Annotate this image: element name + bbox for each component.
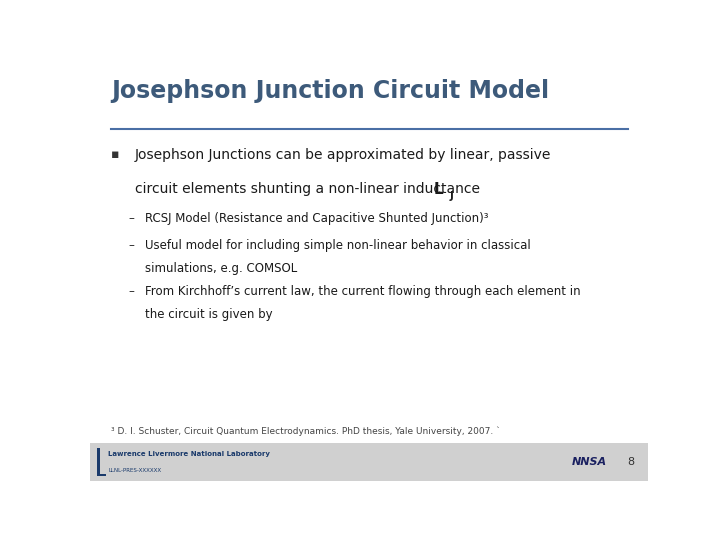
Bar xyxy=(97,448,100,476)
Text: $\mathbf{L}$: $\mathbf{L}$ xyxy=(433,181,444,197)
Bar xyxy=(90,443,648,481)
Text: From Kirchhoff’s current law, the current flowing through each element in: From Kirchhoff’s current law, the curren… xyxy=(145,285,580,298)
Text: RCSJ Model (Resistance and Capacitive Shunted Junction)³: RCSJ Model (Resistance and Capacitive Sh… xyxy=(145,212,488,225)
Text: ³ D. I. Schuster, Circuit Quantum Electrodynamics. PhD thesis, Yale University, : ³ D. I. Schuster, Circuit Quantum Electr… xyxy=(111,426,501,436)
Text: ▪: ▪ xyxy=(111,148,120,161)
Text: –: – xyxy=(128,239,134,252)
Text: $\mathbf{J}$: $\mathbf{J}$ xyxy=(449,188,454,202)
Text: Lawrence Livermore National Laboratory: Lawrence Livermore National Laboratory xyxy=(109,451,271,457)
Bar xyxy=(97,475,106,476)
Text: Josephson Junctions can be approximated by linear, passive: Josephson Junctions can be approximated … xyxy=(135,148,551,162)
Text: NNSA: NNSA xyxy=(572,457,607,467)
Text: circuit elements shunting a non-linear inductance: circuit elements shunting a non-linear i… xyxy=(135,182,484,196)
Text: simulations, e.g. COMSOL: simulations, e.g. COMSOL xyxy=(145,262,297,275)
Text: LLNL-PRES-XXXXXX: LLNL-PRES-XXXXXX xyxy=(109,468,161,472)
Text: –: – xyxy=(128,212,134,225)
Text: Josephson Junction Circuit Model: Josephson Junction Circuit Model xyxy=(111,79,549,103)
Text: 8: 8 xyxy=(627,457,634,467)
Text: the circuit is given by: the circuit is given by xyxy=(145,308,272,321)
Text: Useful model for including simple non-linear behavior in classical: Useful model for including simple non-li… xyxy=(145,239,531,252)
Text: –: – xyxy=(128,285,134,298)
